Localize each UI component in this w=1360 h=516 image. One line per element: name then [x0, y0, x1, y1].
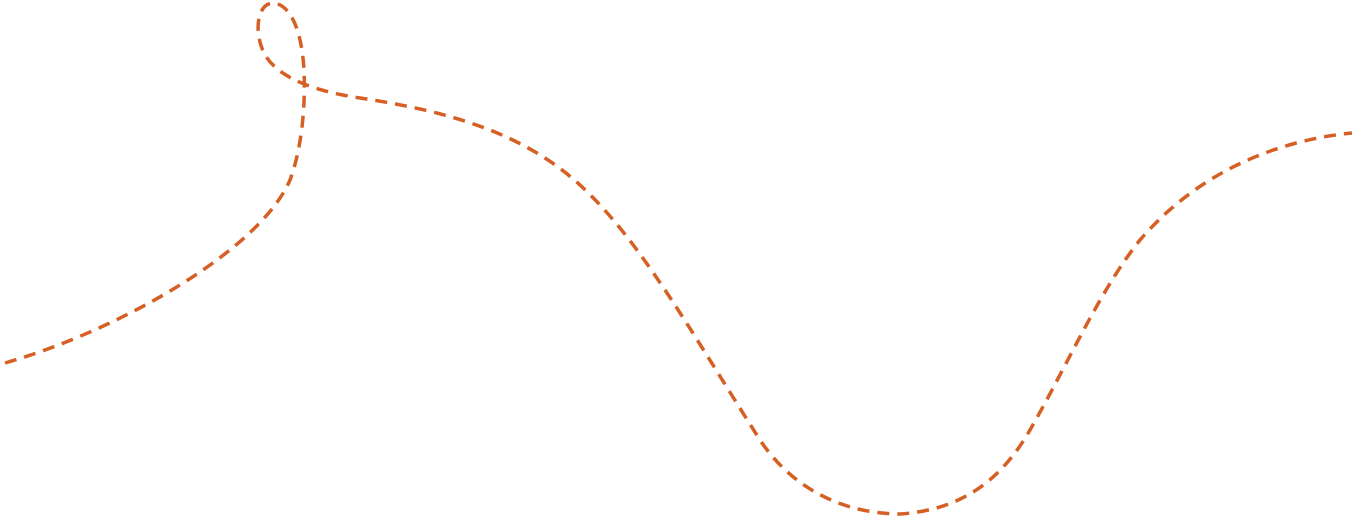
dashed-curve	[4, 1, 1353, 516]
